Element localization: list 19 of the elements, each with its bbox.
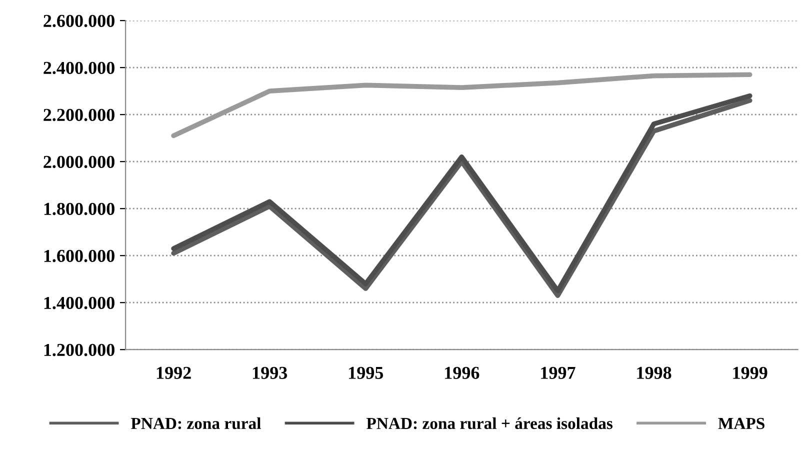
x-tick-label: 1992: [156, 366, 191, 379]
y-tick-label: 1.200.000: [44, 344, 114, 356]
legend-label: PNAD: zona rural + áreas isoladas: [366, 417, 613, 430]
legend-label: PNAD: zona rural: [130, 417, 261, 430]
x-tick-label: 1993: [253, 366, 288, 379]
legend-label: MAPS: [718, 418, 764, 430]
y-tick-label: 1.400.000: [44, 296, 114, 310]
y-tick-label: 2.600.000: [44, 14, 114, 28]
y-tick-label: 2.000.000: [44, 156, 114, 168]
line-series: [171, 72, 752, 138]
x-tick-label: 1999: [733, 366, 768, 379]
x-tick-label: 1997: [541, 366, 576, 379]
y-tick-label: 1.600.000: [44, 250, 114, 262]
y-tick-label: 1.800.000: [44, 202, 114, 216]
x-tick-label: 1995: [349, 366, 384, 379]
x-tick-label: 1998: [637, 366, 672, 379]
y-tick-label: 2.400.000: [44, 62, 114, 74]
x-tick-label: 1996: [445, 366, 480, 379]
y-tick-label: 2.200.000: [44, 108, 114, 122]
